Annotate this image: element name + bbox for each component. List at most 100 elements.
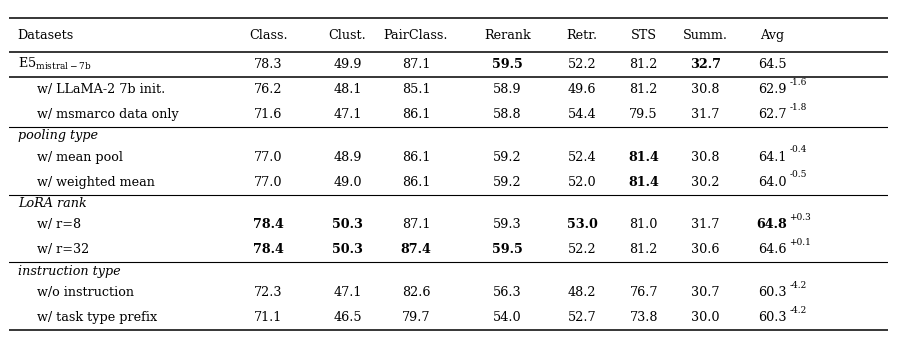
Text: pooling type: pooling type [18,129,98,142]
Text: -0.5: -0.5 [789,170,807,180]
Text: w/o instruction: w/o instruction [37,286,134,299]
Text: 81.4: 81.4 [628,176,659,189]
Text: 31.7: 31.7 [691,108,719,121]
Text: 53.0: 53.0 [567,218,597,231]
Text: 71.6: 71.6 [254,108,283,121]
Text: 52.2: 52.2 [568,243,597,256]
Text: 78.3: 78.3 [254,58,283,71]
Text: 50.3: 50.3 [332,218,363,231]
Text: 81.0: 81.0 [630,218,658,231]
Text: 82.6: 82.6 [402,286,431,299]
Text: w/ LLaMA-2 7b init.: w/ LLaMA-2 7b init. [37,83,165,96]
Text: 59.5: 59.5 [492,243,523,256]
Text: 77.0: 77.0 [254,151,283,164]
Text: 87.4: 87.4 [401,243,431,256]
Text: 52.2: 52.2 [568,58,597,71]
Text: 54.4: 54.4 [568,108,597,121]
Text: 81.2: 81.2 [630,243,658,256]
Text: -4.2: -4.2 [789,306,806,315]
Text: 60.3: 60.3 [758,311,787,324]
Text: 46.5: 46.5 [333,311,361,324]
Text: 58.9: 58.9 [493,83,522,96]
Text: +0.1: +0.1 [789,238,812,247]
Text: 30.8: 30.8 [691,151,719,164]
Text: 72.3: 72.3 [254,286,283,299]
Text: 71.1: 71.1 [254,311,283,324]
Text: 49.6: 49.6 [568,83,597,96]
Text: w/ r=8: w/ r=8 [37,218,82,231]
Text: +0.3: +0.3 [789,213,811,222]
Text: 52.7: 52.7 [568,311,597,324]
Text: 59.2: 59.2 [493,176,522,189]
Text: 78.4: 78.4 [253,218,283,231]
Text: 47.1: 47.1 [333,286,361,299]
Text: STS: STS [631,29,657,41]
Text: 62.9: 62.9 [758,83,787,96]
Text: 32.7: 32.7 [690,58,720,71]
Text: 59.2: 59.2 [493,151,522,164]
Text: 76.2: 76.2 [254,83,283,96]
Text: 30.7: 30.7 [691,286,719,299]
Text: 60.3: 60.3 [758,286,787,299]
Text: 86.1: 86.1 [402,176,431,189]
Text: 87.1: 87.1 [402,58,431,71]
Text: 50.3: 50.3 [332,243,363,256]
Text: 31.7: 31.7 [691,218,719,231]
Text: -4.2: -4.2 [789,280,806,290]
Text: -1.8: -1.8 [789,103,807,112]
Text: 47.1: 47.1 [333,108,361,121]
Text: w/ r=32: w/ r=32 [37,243,90,256]
Text: Avg: Avg [760,29,784,41]
Text: 81.4: 81.4 [628,151,659,164]
Text: 62.7: 62.7 [758,108,787,121]
Text: PairClass.: PairClass. [384,29,448,41]
Text: Summ.: Summ. [683,29,727,41]
Text: 59.3: 59.3 [493,218,522,231]
Text: 77.0: 77.0 [254,176,283,189]
Text: Datasets: Datasets [18,29,74,41]
Text: 52.4: 52.4 [568,151,597,164]
Text: 48.1: 48.1 [333,83,361,96]
Text: 64.8: 64.8 [756,218,788,231]
Text: 64.5: 64.5 [758,58,787,71]
Text: w/ task type prefix: w/ task type prefix [37,311,157,324]
Text: 79.7: 79.7 [402,311,431,324]
Text: 86.1: 86.1 [402,151,431,164]
Text: Clust.: Clust. [328,29,366,41]
Text: -0.4: -0.4 [789,145,807,154]
Text: 58.8: 58.8 [493,108,522,121]
Text: 86.1: 86.1 [402,108,431,121]
Text: E5$_\mathregular{mistral-7b}$: E5$_\mathregular{mistral-7b}$ [18,56,91,72]
Text: 56.3: 56.3 [493,286,522,299]
Text: w/ mean pool: w/ mean pool [37,151,123,164]
Text: 52.0: 52.0 [568,176,597,189]
Text: instruction type: instruction type [18,265,120,278]
Text: 81.2: 81.2 [630,58,658,71]
Text: 30.0: 30.0 [691,311,719,324]
Text: 64.6: 64.6 [758,243,787,256]
Text: w/ weighted mean: w/ weighted mean [37,176,155,189]
Text: 81.2: 81.2 [630,83,658,96]
Text: 73.8: 73.8 [630,311,658,324]
Text: 79.5: 79.5 [630,108,658,121]
Text: Retr.: Retr. [567,29,597,41]
Text: 30.2: 30.2 [691,176,719,189]
Text: LoRA rank: LoRA rank [18,197,86,210]
Text: -1.6: -1.6 [789,78,807,87]
Text: 64.1: 64.1 [758,151,786,164]
Text: 48.2: 48.2 [568,286,597,299]
Text: 30.8: 30.8 [691,83,719,96]
Text: 59.5: 59.5 [492,58,523,71]
Text: 76.7: 76.7 [630,286,658,299]
Text: 64.0: 64.0 [758,176,787,189]
Text: Rerank: Rerank [484,29,531,41]
Text: 87.1: 87.1 [402,218,431,231]
Text: 49.0: 49.0 [333,176,361,189]
Text: 85.1: 85.1 [402,83,431,96]
Text: w/ msmarco data only: w/ msmarco data only [37,108,179,121]
Text: 49.9: 49.9 [333,58,361,71]
Text: 78.4: 78.4 [253,243,283,256]
Text: 30.6: 30.6 [691,243,719,256]
Text: Class.: Class. [249,29,288,41]
Text: 48.9: 48.9 [333,151,361,164]
